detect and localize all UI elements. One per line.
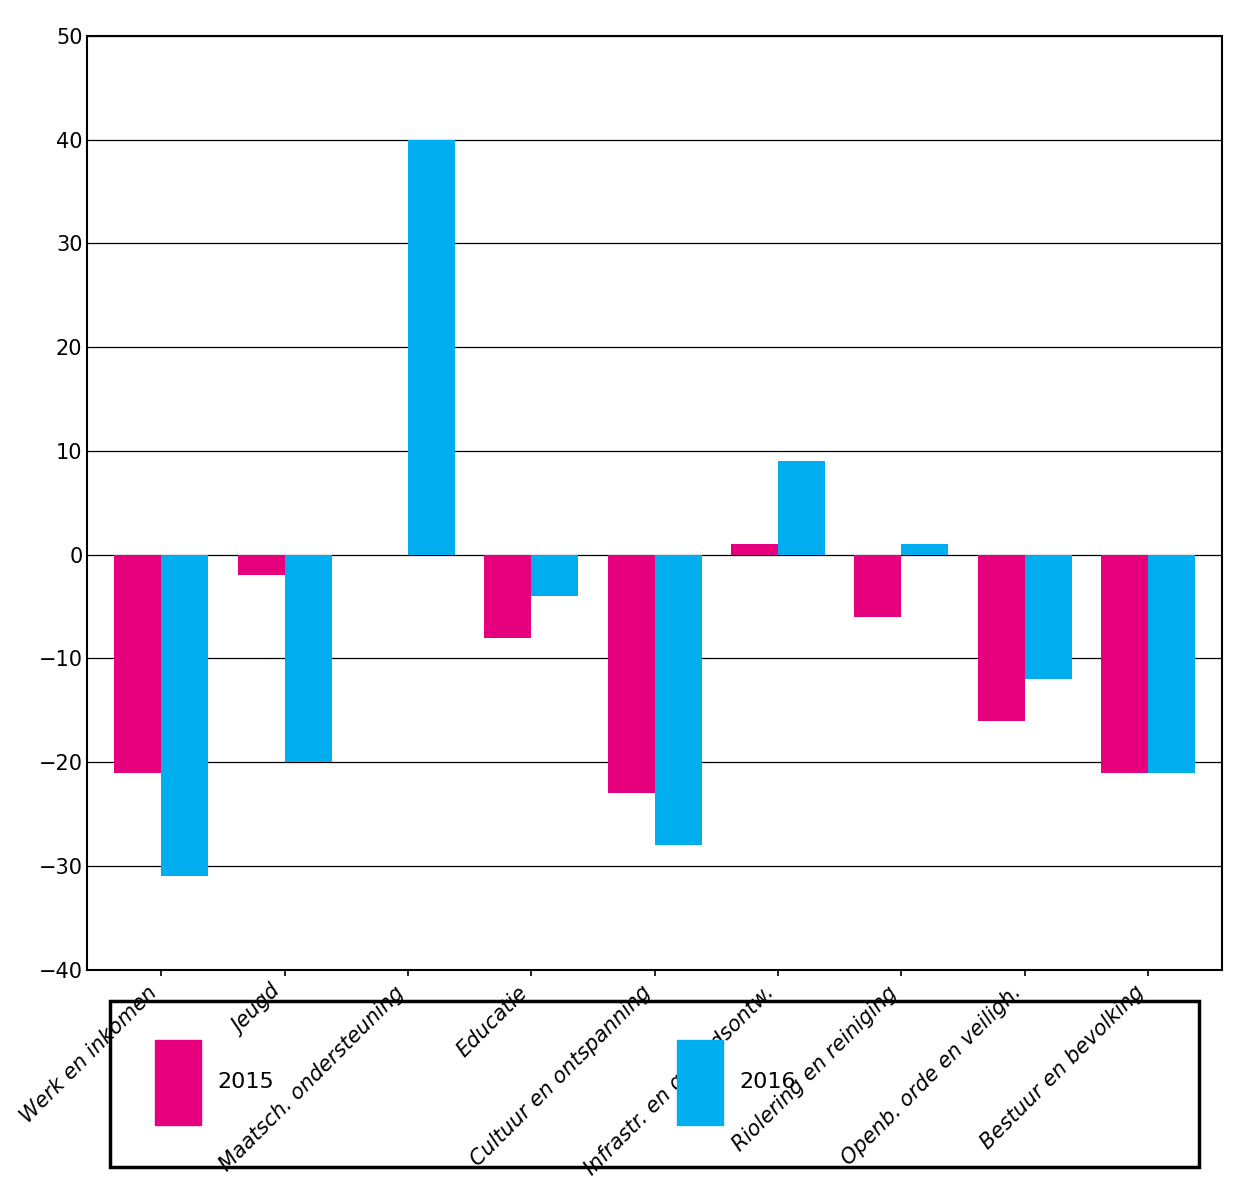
Bar	[238, 555, 284, 575]
Bar	[655, 555, 702, 846]
Bar	[531, 555, 579, 597]
Bar	[731, 544, 778, 555]
Bar	[778, 461, 826, 555]
Bar	[408, 139, 455, 555]
Bar	[484, 555, 531, 637]
Bar	[677, 1040, 723, 1124]
Bar	[115, 555, 161, 773]
Bar	[284, 555, 332, 762]
Text: 2016: 2016	[739, 1072, 797, 1092]
Text: 2015: 2015	[218, 1072, 274, 1092]
Bar	[161, 555, 208, 877]
Bar	[1148, 555, 1195, 773]
Bar	[854, 555, 902, 617]
Bar	[1025, 555, 1071, 679]
Bar	[902, 544, 948, 555]
Bar	[156, 1040, 201, 1124]
Bar	[978, 555, 1025, 721]
Bar	[1101, 555, 1148, 773]
Bar	[607, 555, 655, 793]
